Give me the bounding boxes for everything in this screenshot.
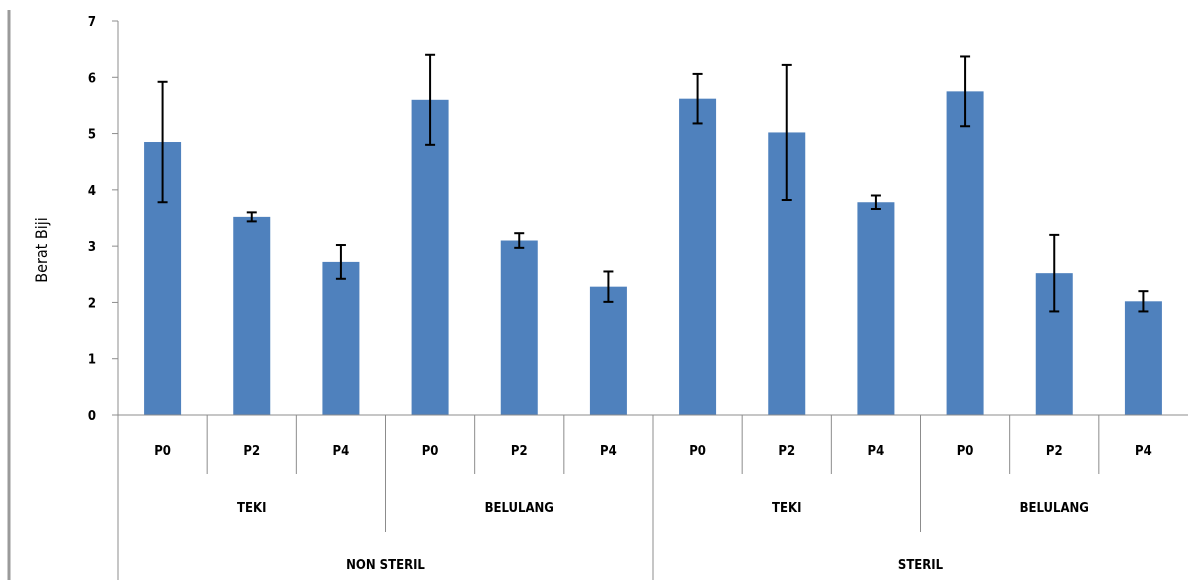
group-label: BELULANG bbox=[1020, 501, 1089, 516]
bar bbox=[1124, 301, 1162, 415]
x-tick-label: P2 bbox=[778, 444, 795, 459]
error-bars bbox=[157, 53, 1149, 313]
x-tick-label: P4 bbox=[868, 444, 885, 459]
y-tick-label: 0 bbox=[88, 409, 96, 424]
x-tick-label: P0 bbox=[689, 444, 706, 459]
x-tick-label: P0 bbox=[957, 444, 974, 459]
y-tick-label: 4 bbox=[88, 184, 96, 199]
x-tick-label: P4 bbox=[1135, 444, 1152, 459]
group-label: BELULANG bbox=[485, 501, 554, 516]
x-tick-label: P4 bbox=[600, 444, 617, 459]
error-bar bbox=[960, 55, 971, 128]
y-tick-label: 7 bbox=[88, 15, 96, 30]
bars bbox=[144, 91, 1162, 416]
x-tick-label: P2 bbox=[1046, 444, 1063, 459]
supergroup-label: NON STERIL bbox=[346, 558, 425, 573]
error-bar bbox=[1049, 233, 1060, 313]
y-axis-title: Berat Biji bbox=[32, 217, 51, 283]
x-tick-label: P2 bbox=[511, 444, 528, 459]
y-tick-label: 3 bbox=[88, 240, 96, 255]
error-bar bbox=[781, 63, 792, 201]
bar bbox=[857, 202, 895, 415]
error-bar bbox=[1138, 290, 1149, 313]
error-bar bbox=[246, 211, 257, 223]
error-bar bbox=[870, 194, 881, 210]
y-tick-label: 5 bbox=[88, 128, 96, 143]
x-tick-label: P0 bbox=[154, 444, 171, 459]
supergroup-label: STERIL bbox=[898, 558, 944, 573]
error-bar bbox=[514, 232, 525, 249]
error-bar bbox=[335, 244, 346, 280]
group-label: TEKI bbox=[237, 501, 266, 516]
bar bbox=[500, 240, 538, 415]
bar bbox=[411, 99, 449, 416]
y-tick-label: 2 bbox=[88, 296, 96, 311]
y-axis: 0 1 2 3 4 5 6 7 bbox=[88, 15, 119, 580]
x-tick-label: P2 bbox=[243, 444, 260, 459]
bar bbox=[679, 98, 717, 415]
bar bbox=[233, 216, 271, 415]
error-bar bbox=[692, 72, 703, 125]
y-tick-label: 6 bbox=[88, 71, 96, 86]
error-bar bbox=[157, 80, 168, 204]
bar bbox=[589, 286, 627, 415]
x-tick-label: P4 bbox=[333, 444, 350, 459]
bar bbox=[946, 91, 984, 415]
bar bbox=[322, 261, 360, 415]
error-bar bbox=[425, 53, 436, 146]
x-tick-label: P0 bbox=[422, 444, 439, 459]
group-label: TEKI bbox=[772, 501, 801, 516]
error-bar bbox=[603, 270, 614, 303]
y-tick-label: 1 bbox=[88, 353, 96, 368]
x-axis: P0 P2 P4 P0 P2 P4 P0 P2 P4 P0 P2 P4 TEKI BELULANG TEKI… bbox=[118, 414, 1188, 580]
